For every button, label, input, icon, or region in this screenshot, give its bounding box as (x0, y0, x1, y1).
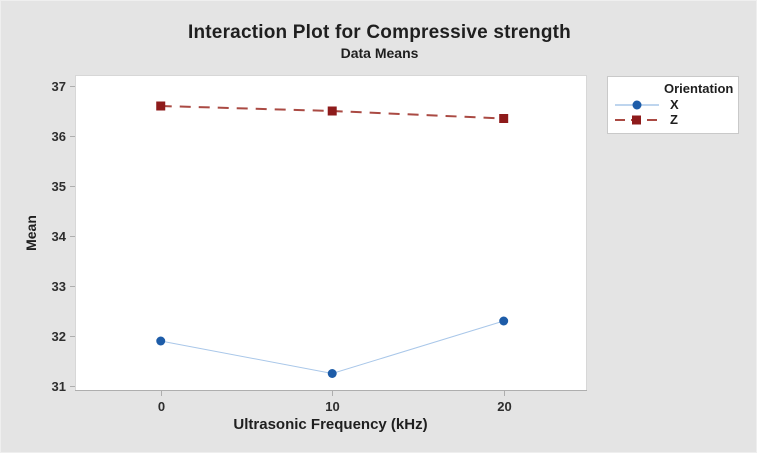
series-x-marker (156, 336, 166, 346)
x-axis-title: Ultrasonic Frequency (kHz) (233, 416, 428, 433)
x-axis-tick-label: 0 (158, 399, 165, 414)
chart-subtitle: Data Means (340, 45, 419, 61)
series-z-marker (499, 114, 509, 123)
legend-swatch-z (615, 115, 659, 124)
x-axis-tick-label: 10 (325, 399, 339, 414)
legend-label-z: Z (670, 112, 678, 127)
series-x-marker (499, 316, 509, 326)
y-axis-tick-label: 32 (52, 329, 66, 344)
y-axis-tick-label: 33 (52, 279, 66, 294)
legend-item-z: Z (608, 112, 738, 127)
series-z-marker (156, 101, 166, 111)
legend-title: Orientation (664, 81, 734, 96)
x-axis-tick-label: 20 (497, 399, 511, 414)
y-axis-tick-label: 31 (52, 379, 66, 394)
legend-swatch-x (615, 100, 659, 109)
legend-item-x: X (608, 97, 738, 112)
series-x-marker (327, 369, 337, 378)
y-axis-title: Mean (23, 215, 39, 251)
plot-area (75, 75, 587, 391)
y-axis-tick-label: 34 (52, 229, 67, 244)
series-z-marker (327, 106, 337, 116)
chart-title: Interaction Plot for Compressive strengt… (188, 22, 571, 43)
y-axis-tick-label: 37 (52, 79, 66, 94)
legend-label-x: X (670, 97, 679, 112)
y-axis-tick-label: 35 (52, 179, 66, 194)
legend: Orientation X Z (607, 76, 739, 134)
legend-marker-circle-icon (632, 100, 642, 109)
legend-marker-square-icon (632, 115, 641, 124)
y-axis-tick-label: 36 (52, 129, 66, 144)
